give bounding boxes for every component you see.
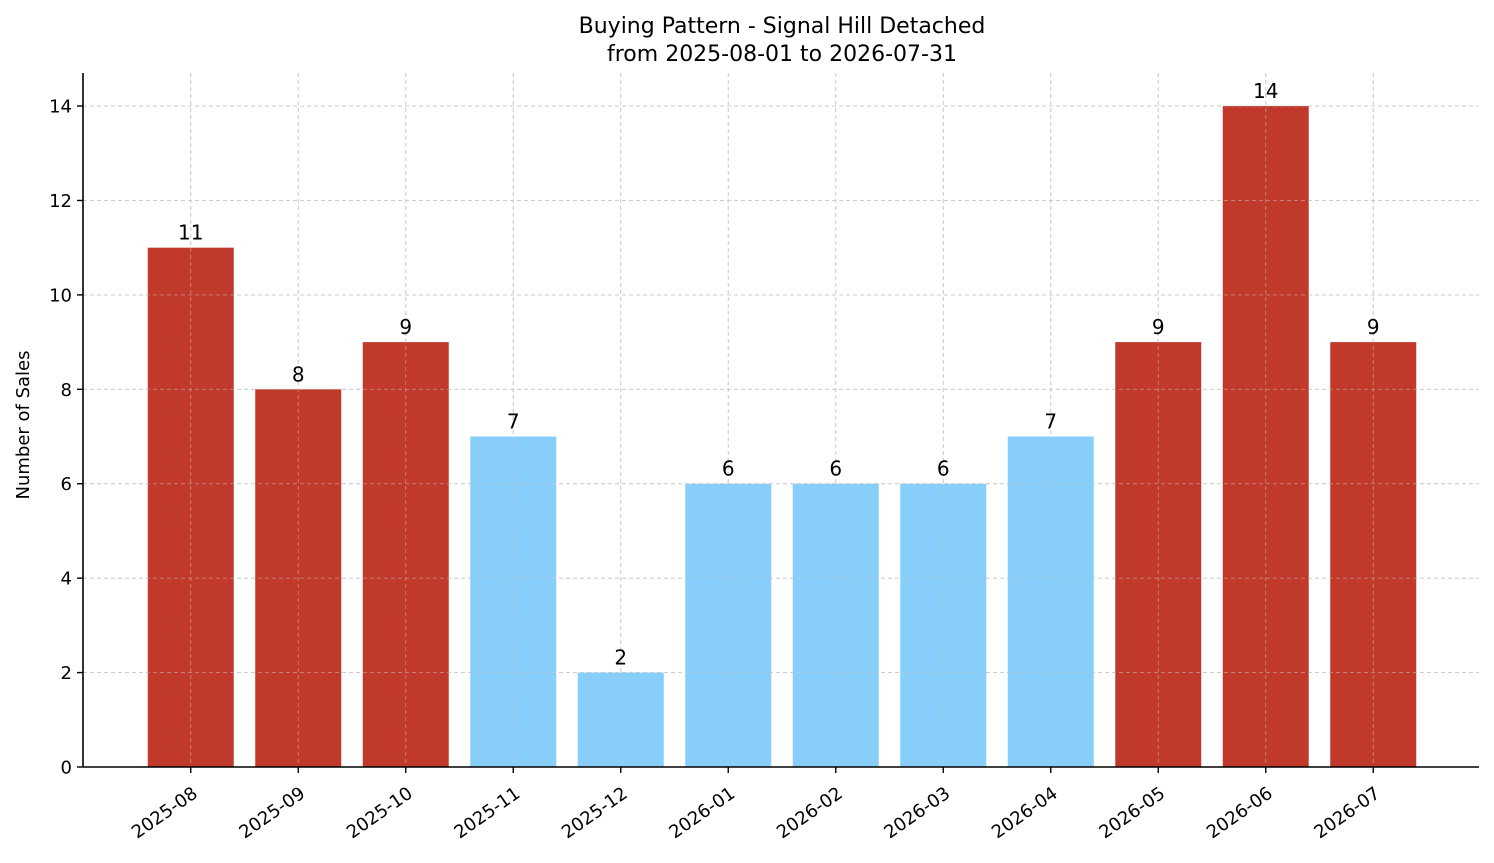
bar-value-label: 7 xyxy=(1044,410,1057,434)
y-tick-label: 6 xyxy=(61,474,72,495)
y-axis-label: Number of Sales xyxy=(13,350,34,499)
bar-value-label: 9 xyxy=(1152,315,1165,339)
bar-value-label: 14 xyxy=(1253,79,1278,103)
x-tick-label: 2026-01 xyxy=(665,783,739,843)
x-tick-label: 2026-03 xyxy=(880,783,954,843)
x-tick-label: 2025-08 xyxy=(128,783,202,843)
y-tick-label: 0 xyxy=(61,758,72,779)
y-tick-label: 10 xyxy=(49,285,72,306)
bar-value-label: 8 xyxy=(292,362,305,386)
x-tick-label: 2025-10 xyxy=(343,783,417,843)
x-tick-label: 2026-02 xyxy=(773,783,847,843)
bar-value-label: 6 xyxy=(829,457,842,481)
x-tick-label: 2025-09 xyxy=(235,783,309,843)
bars xyxy=(147,106,1417,768)
x-tick-label: 2026-04 xyxy=(988,783,1062,843)
y-tick-label: 12 xyxy=(49,191,72,212)
x-axis-ticks: 2025-08 2025-09 2025-10 2025-11 2025-12 2026-… xyxy=(128,767,1384,843)
chart-subtitle: from 2025-08-01 to 2026-07-31 xyxy=(607,42,957,67)
bar-value-label: 7 xyxy=(507,410,520,434)
bar-value-label: 2 xyxy=(614,646,627,670)
y-tick-label: 8 xyxy=(61,380,72,401)
bar-value-label: 11 xyxy=(178,221,203,245)
x-tick-label: 2025-12 xyxy=(558,783,632,843)
bar-value-label: 9 xyxy=(1367,315,1380,339)
chart-title: Buying Pattern - Signal Hill Detached xyxy=(579,14,986,39)
bar-value-label: 9 xyxy=(399,315,412,339)
bar-value-label: 6 xyxy=(937,457,950,481)
y-tick-label: 14 xyxy=(49,97,72,118)
x-tick-label: 2026-05 xyxy=(1095,783,1169,843)
bar-value-labels: 11 8 9 7 2 6 6 6 7 9 14 9 xyxy=(178,79,1380,670)
y-axis-ticks: 0 2 4 6 8 10 12 14 xyxy=(49,97,83,779)
x-tick-label: 2025-11 xyxy=(450,783,524,843)
x-tick-label: 2026-07 xyxy=(1310,783,1384,843)
bar xyxy=(1222,106,1309,768)
bar-value-label: 6 xyxy=(722,457,735,481)
y-tick-label: 2 xyxy=(61,663,72,684)
x-tick-label: 2026-06 xyxy=(1203,783,1277,843)
y-tick-label: 4 xyxy=(61,569,72,590)
